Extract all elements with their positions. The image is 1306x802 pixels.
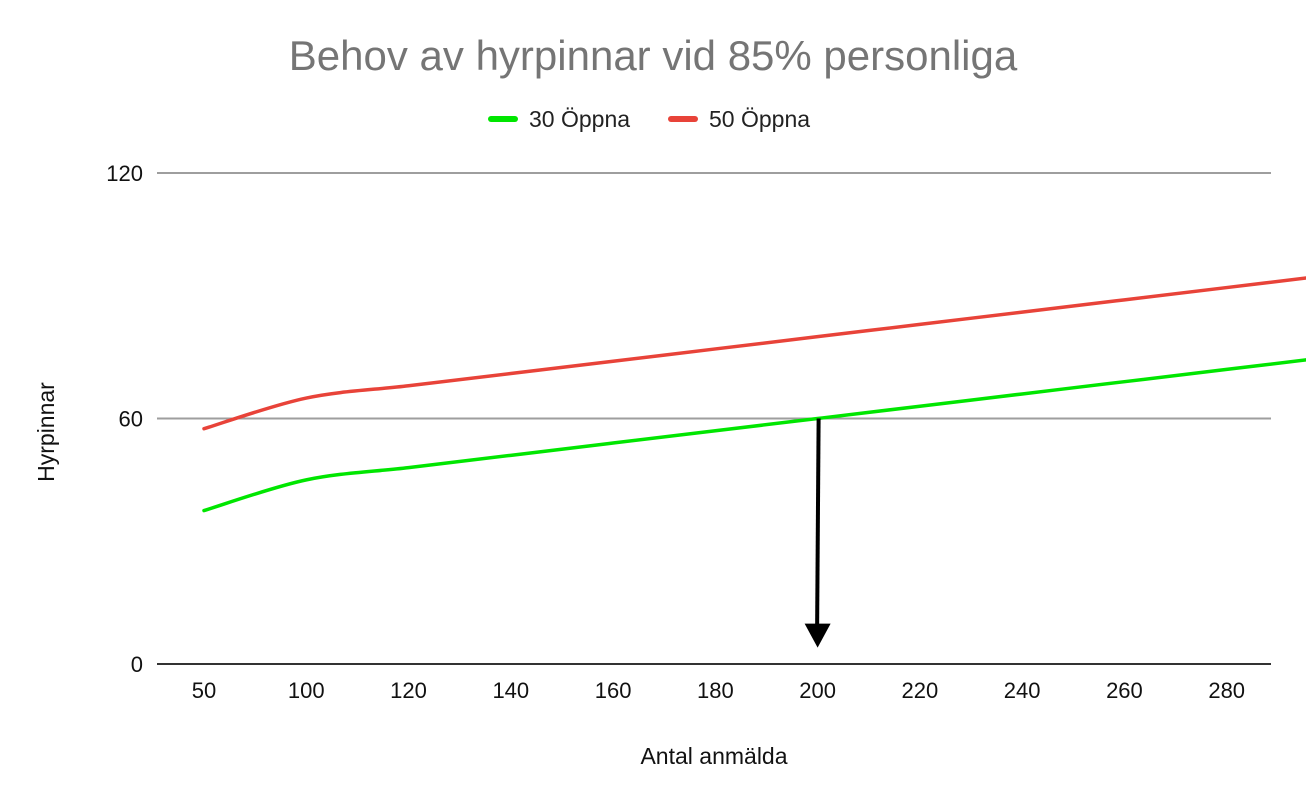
x-tick-label: 160 [595,678,632,703]
series-line-2 [202,276,1306,431]
y-axis-ticks: 0 60 120 [106,161,143,677]
x-tick-label: 280 [1208,678,1245,703]
x-tick-label: 120 [390,678,427,703]
legend: 30 Öppna 50 Öppna [488,106,810,132]
series-lines [202,276,1306,513]
legend-label: 30 Öppna [529,106,630,132]
arrow-shaft [815,418,821,626]
x-axis-title: Antal anmälda [640,743,787,769]
x-tick-label: 140 [492,678,529,703]
y-tick-label: 120 [106,161,143,186]
x-tick-label: 100 [288,678,325,703]
x-tick-label: 200 [799,678,836,703]
x-tick-label: 50 [192,678,216,703]
x-tick-label: 260 [1106,678,1143,703]
chart-title: Behov av hyrpinnar vid 85% personliga [289,32,1018,79]
annotation-arrow [804,418,831,648]
x-tick-label: 220 [902,678,939,703]
legend-label: 50 Öppna [709,106,810,132]
arrow-head [804,623,831,648]
series-line-1 [202,358,1306,513]
y-tick-label: 60 [119,407,143,432]
y-axis-title: Hyrpinnar [33,382,59,482]
gridlines [157,172,1271,665]
x-axis-ticks: 50100120140160180200220240260280300 [192,678,1245,703]
x-tick-label: 240 [1004,678,1041,703]
x-tick-label: 180 [697,678,734,703]
y-tick-label: 0 [131,652,143,677]
